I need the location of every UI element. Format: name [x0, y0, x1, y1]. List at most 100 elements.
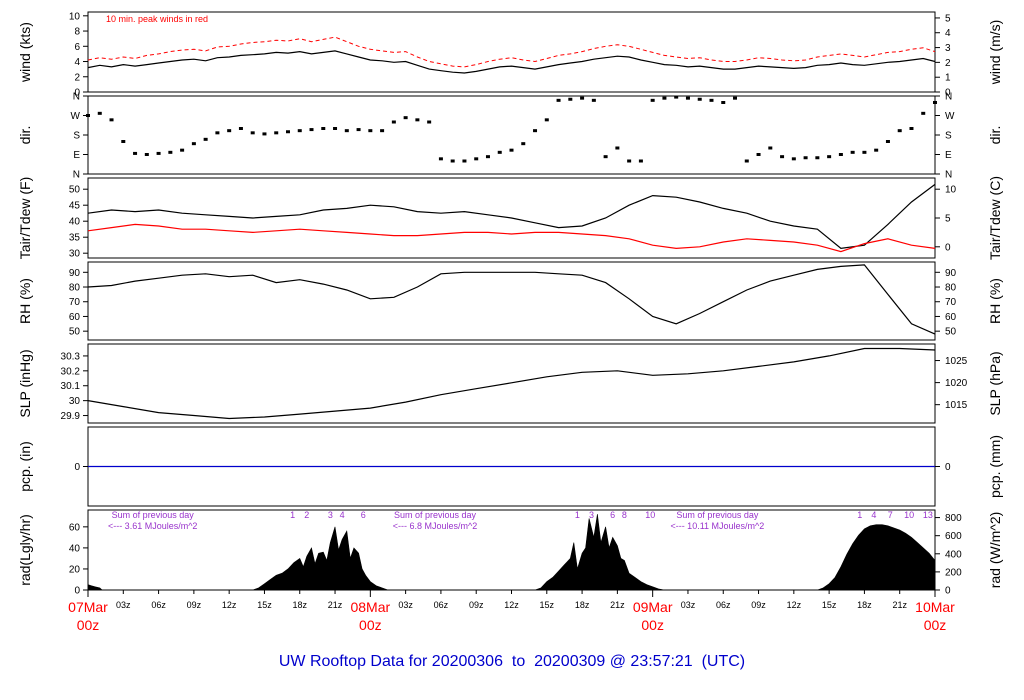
- left-tick-label: W: [71, 111, 81, 122]
- hour-tick-label: 21z: [610, 600, 625, 610]
- left-tick-label: 4: [74, 57, 80, 68]
- left-tick-label: 30: [69, 249, 81, 260]
- radiation-top-mark: 2: [304, 510, 309, 520]
- left-axis-label: pcp. (in): [17, 441, 33, 492]
- radiation-top-mark: 13: [923, 510, 933, 520]
- left-tick-label: 45: [69, 201, 81, 212]
- hour-tick-label: 03z: [681, 600, 696, 610]
- left-tick-label: N: [73, 170, 80, 181]
- left-axis-label: rad(Lgly/hr): [17, 514, 33, 586]
- left-tick-label: 30: [69, 396, 81, 407]
- hour-tick-label: 18z: [575, 600, 590, 610]
- right-axis-label: rad (W/m^2): [987, 512, 1003, 589]
- radiation-top-mark: 10: [645, 510, 655, 520]
- right-tick-label: E: [945, 150, 952, 161]
- left-tick-label: 40: [69, 543, 81, 554]
- right-tick-label: 70: [945, 297, 957, 308]
- right-tick-label: 4: [945, 28, 951, 39]
- right-tick-label: 10: [945, 185, 957, 196]
- hour-tick-label: 09z: [187, 600, 202, 610]
- left-tick-label: 30.3: [61, 351, 81, 362]
- hour-tick-label: 03z: [398, 600, 413, 610]
- daily-sum-line1: Sum of previous day: [394, 510, 477, 520]
- left-tick-label: 30.2: [61, 366, 81, 377]
- daily-sum-line2: <--- 3.61 MJoules/m^2: [108, 521, 198, 531]
- left-axis-label: Tair/Tdew (F): [17, 177, 33, 259]
- left-tick-label: 90: [69, 268, 81, 279]
- hour-tick-label: 21z: [892, 600, 907, 610]
- right-tick-label: 2: [945, 58, 951, 69]
- left-tick-label: 80: [69, 283, 81, 294]
- hour-tick-label: 21z: [328, 600, 343, 610]
- left-axis-label: dir.: [17, 126, 33, 145]
- left-tick-label: 0: [74, 462, 80, 473]
- left-tick-label: 50: [69, 185, 81, 196]
- radiation-top-mark: 4: [340, 510, 345, 520]
- day-label-time: 00z: [924, 617, 947, 633]
- right-axis-label: pcp. (mm): [987, 435, 1003, 498]
- chart-footer-title: UW Rooftop Data for 20200306 to 20200309…: [279, 653, 745, 670]
- radiation-top-mark: 4: [871, 510, 876, 520]
- right-tick-label: 1020: [945, 378, 968, 389]
- panel-humidity: RH (%) RH (%) 50 60 70 80 90 50 60 70 80 90: [17, 261, 1003, 341]
- radiation-top-mark: 1: [290, 510, 295, 520]
- right-axis-label: RH (%): [987, 278, 1003, 324]
- right-tick-label: N: [945, 92, 952, 103]
- day-label-date: 09Mar: [633, 599, 673, 615]
- left-tick-label: 0: [74, 586, 80, 597]
- right-tick-label: S: [945, 131, 952, 142]
- daily-sum-line2: <--- 10.11 MJoules/m^2: [670, 521, 764, 531]
- radiation-top-mark: 6: [610, 510, 615, 520]
- right-tick-label: 0: [945, 242, 951, 253]
- series-rh: [87, 264, 936, 335]
- right-tick-label: 1: [945, 73, 951, 84]
- left-tick-label: 20: [69, 564, 81, 575]
- series-slp: [87, 347, 936, 420]
- right-axis-label: SLP (hPa): [987, 351, 1003, 415]
- left-tick-label: 60: [69, 522, 81, 533]
- panel-frame: [87, 95, 936, 175]
- radiation-top-mark: 7: [888, 510, 893, 520]
- right-tick-label: 200: [945, 567, 962, 578]
- right-tick-label: 600: [945, 531, 962, 542]
- hour-tick-label: 18z: [292, 600, 307, 610]
- panel-wind: wind (kts) wind (m/s) 0 2 4 6 8 10 0 1 2 3 4 5 10 min.…: [17, 11, 1003, 98]
- hour-tick-label: 15z: [257, 600, 272, 610]
- left-tick-label: E: [73, 150, 80, 161]
- hour-tick-label: 09z: [751, 600, 766, 610]
- series-wind: [87, 50, 936, 74]
- left-axis-label: RH (%): [17, 278, 33, 324]
- day-label-date: 08Mar: [350, 599, 390, 615]
- right-tick-label: 3: [945, 43, 951, 54]
- left-tick-label: 2: [74, 72, 80, 83]
- day-label-date: 10Mar: [915, 599, 955, 615]
- panel-temperature: Tair/Tdew (F) Tair/Tdew (C) 30 35 40 45 50 0 5 10: [17, 176, 1003, 260]
- radiation-top-mark: 1: [575, 510, 580, 520]
- radiation-top-mark: 8: [622, 510, 627, 520]
- panel-frame: [87, 509, 936, 591]
- radiation-top-mark: 3: [589, 510, 594, 520]
- radiation-top-mark: 1: [857, 510, 862, 520]
- right-tick-label: 5: [945, 13, 951, 24]
- left-tick-label: S: [73, 131, 80, 142]
- radiation-top-mark: 3: [328, 510, 333, 520]
- hour-tick-label: 12z: [504, 600, 519, 610]
- hour-tick-label: 18z: [857, 600, 872, 610]
- left-axis-label: wind (kts): [17, 22, 33, 83]
- day-label-time: 00z: [641, 617, 664, 633]
- radiation-top-mark: 10: [904, 510, 914, 520]
- left-tick-label: 6: [74, 42, 80, 53]
- left-tick-label: 10: [69, 11, 81, 22]
- right-tick-label: N: [945, 170, 952, 181]
- panel-frame: [87, 343, 936, 424]
- left-tick-label: N: [73, 92, 80, 103]
- daily-sum-line1: Sum of previous day: [676, 510, 759, 520]
- hour-tick-label: 12z: [787, 600, 802, 610]
- panel-pressure: SLP (inHg) SLP (hPa) 29.9 30 30.1 30.2 30.3 101…: [17, 343, 1003, 424]
- radiation-top-mark: 6: [361, 510, 366, 520]
- right-tick-label: 50: [945, 327, 957, 338]
- daily-sum-line1: Sum of previous day: [112, 510, 195, 520]
- hour-tick-label: 15z: [540, 600, 555, 610]
